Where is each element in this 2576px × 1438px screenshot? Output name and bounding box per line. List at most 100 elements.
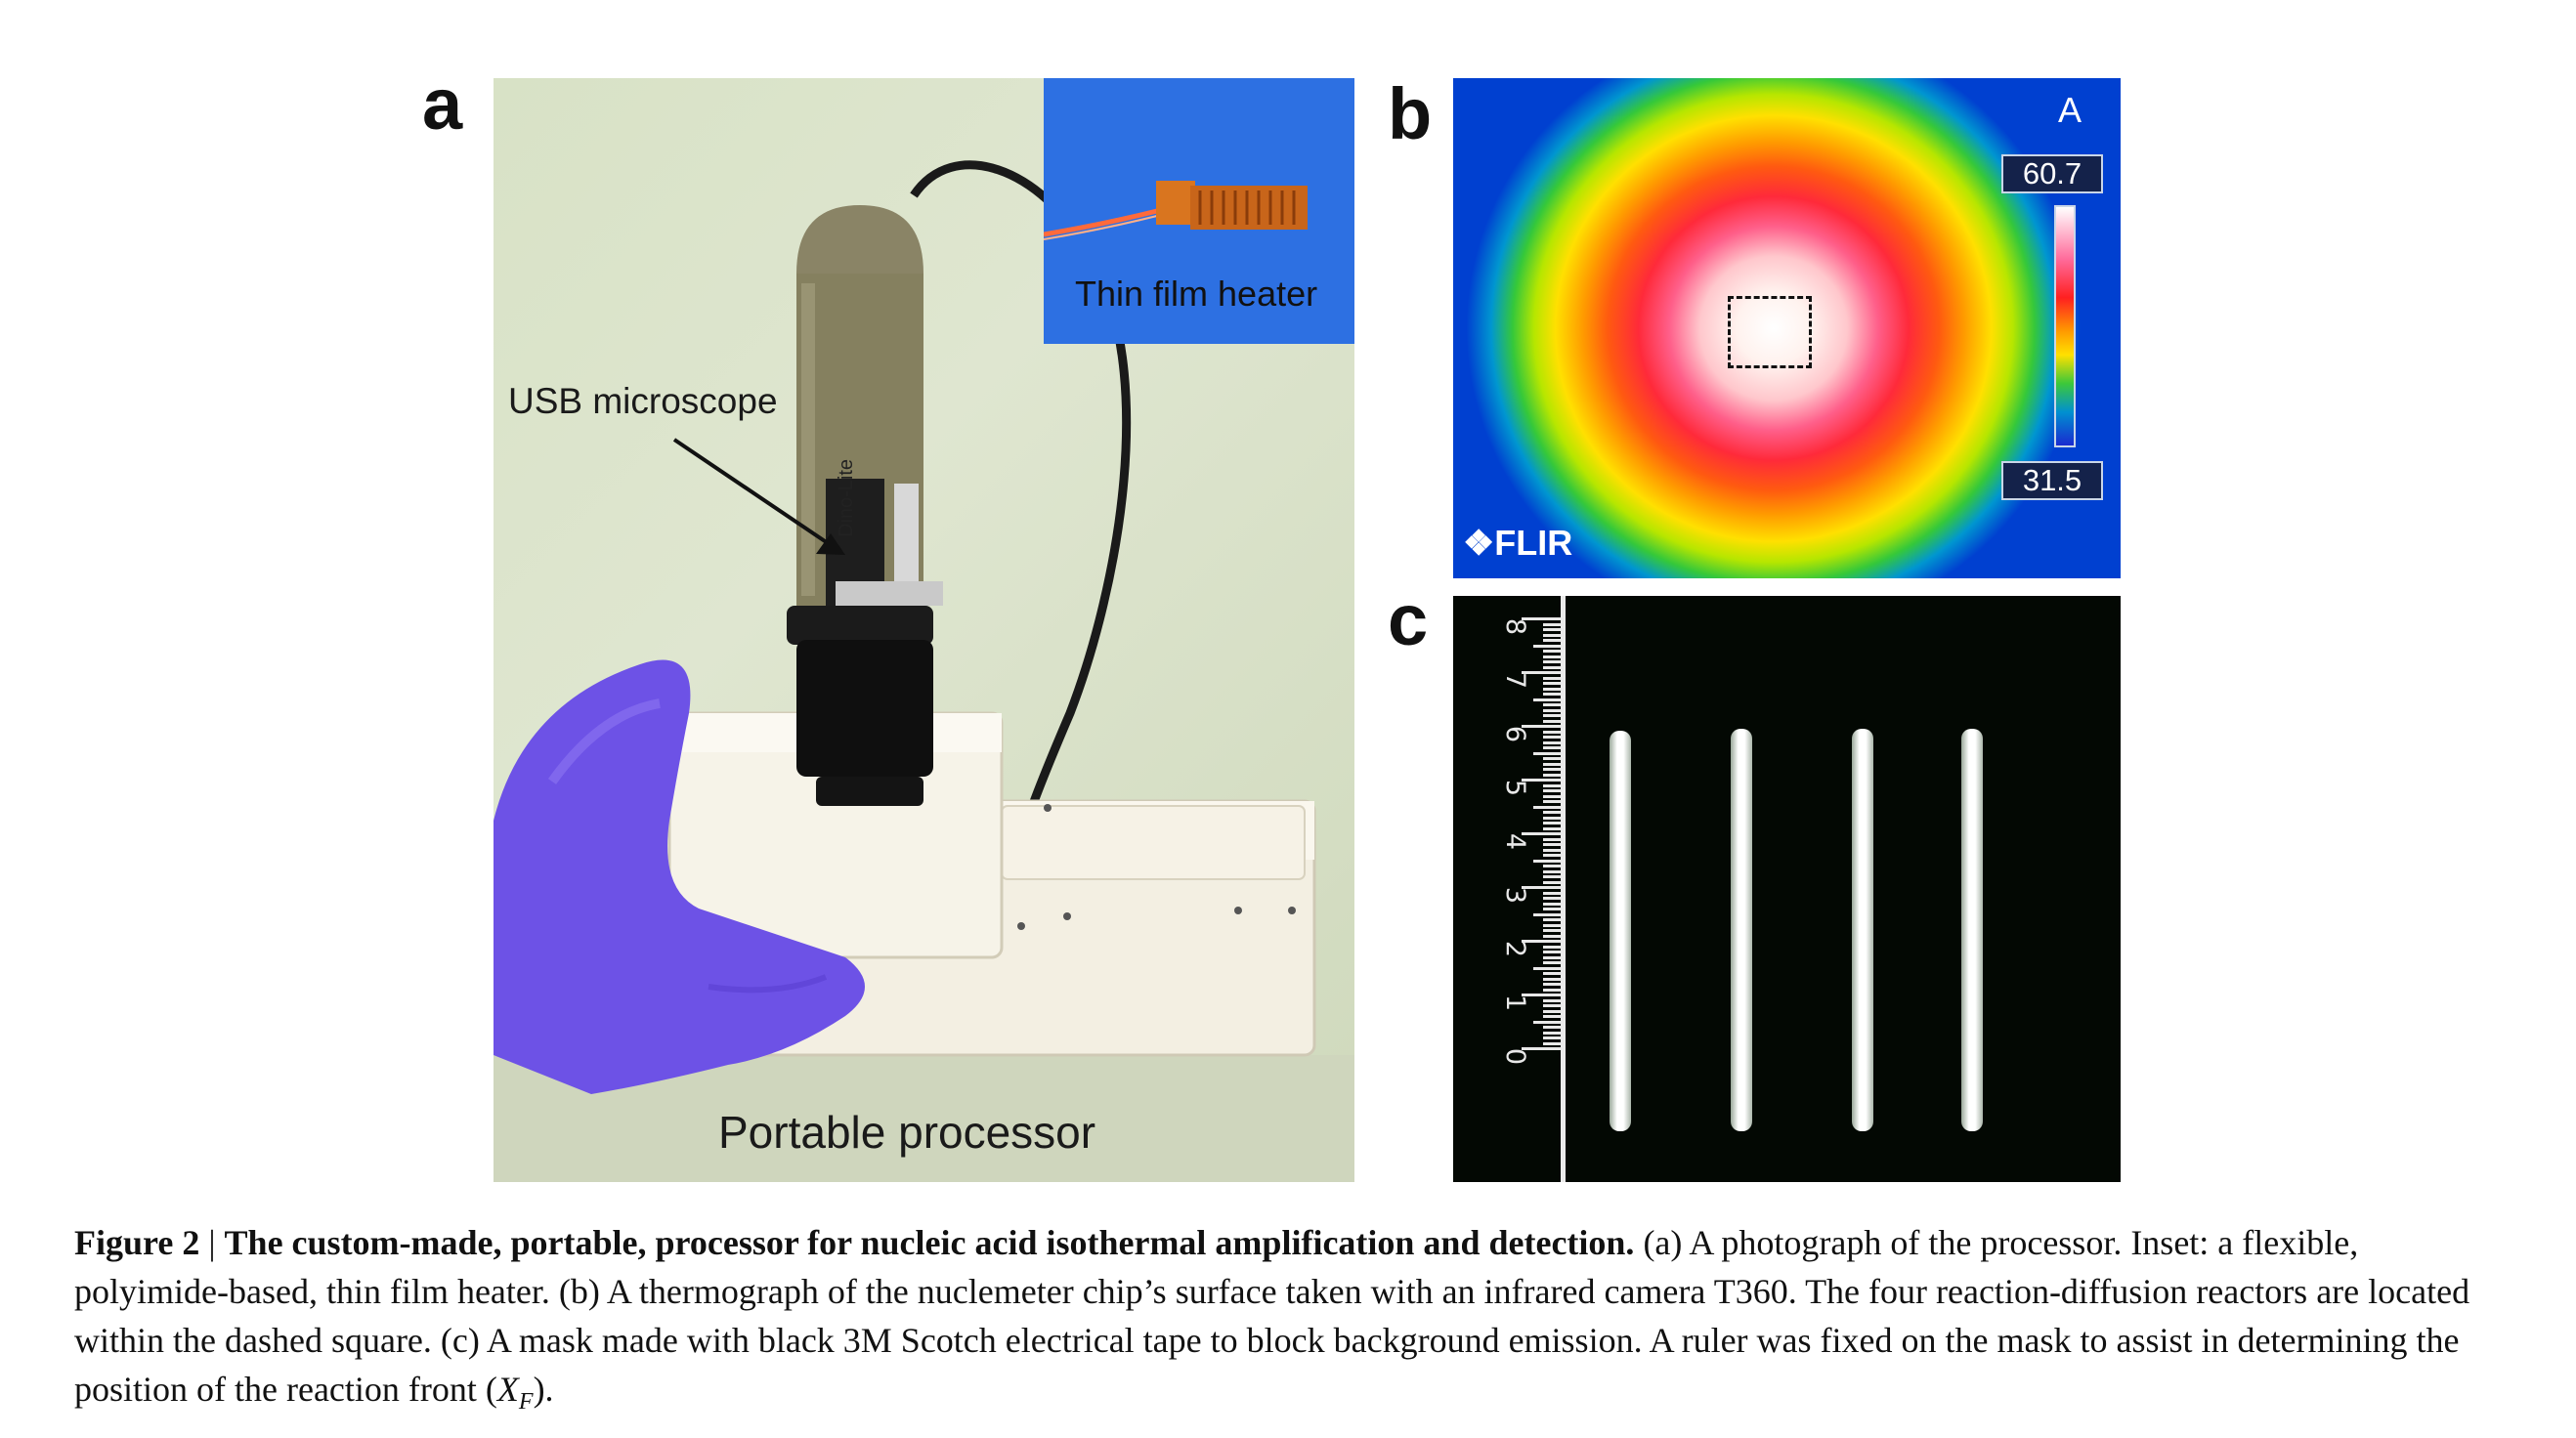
ruler-tick [1543,1015,1561,1018]
ruler-number: 6 [1500,725,1531,743]
panel-b-letter: b [1388,73,1433,154]
ruler-tick [1543,736,1561,739]
ruler-tick [1543,628,1561,631]
ruler-tick [1543,1009,1561,1013]
ruler-tick [1543,869,1561,873]
ruler-tick [1543,934,1561,938]
temp-max-value: 60.7 [2001,154,2103,193]
ruler-number: 3 [1500,886,1531,905]
inset-label: Thin film heater [1075,274,1318,314]
ruler-tick [1543,676,1561,680]
ruler-tick [1543,988,1561,992]
ruler-tick [1543,1041,1561,1045]
ruler-tick [1543,703,1561,706]
ruler-tick [1533,859,1561,863]
ruler-tick [1543,1031,1561,1035]
usb-microscope [787,205,943,806]
ruler-tick [1533,698,1561,701]
ruler-tick [1543,719,1561,723]
caption-end: ). [533,1370,554,1409]
ruler-tick [1533,644,1561,648]
ruler-tick [1522,779,1561,782]
ruler-tick [1543,816,1561,820]
ruler-tick [1543,693,1561,696]
ruler-tick [1543,854,1561,857]
ruler-tick [1543,848,1561,852]
temp-min-value: 31.5 [2001,461,2103,500]
xf-subscript: F [518,1389,534,1416]
ruler-tick [1543,783,1561,787]
dashed-square [1728,296,1812,368]
figure-caption: Figure 2 | The custom-made, portable, pr… [74,1218,2502,1426]
heater-inset: Thin film heater [1044,78,1354,344]
ruler-tick [1533,912,1561,916]
ruler-tick [1543,977,1561,981]
ruler-tick [1543,897,1561,900]
ruler-tick [1543,660,1561,663]
ruler-tick [1543,757,1561,760]
caption-separator: | [199,1223,225,1262]
mode-label: A [2057,90,2082,130]
ruler-tick [1522,1047,1561,1050]
ruler-tick [1543,811,1561,814]
ruler-tick [1533,1020,1561,1024]
ruler-tick [1522,886,1561,889]
ruler-tick [1522,671,1561,674]
ruler-number: 4 [1500,832,1531,851]
heater-image [1044,78,1354,344]
ruler-tick [1543,961,1561,964]
ruler-tick [1543,773,1561,777]
ruler-tick [1522,832,1561,835]
figure-label: Figure 2 [74,1223,200,1262]
ruler-tick [1543,800,1561,803]
caption-title: The custom-made, portable, processor for… [224,1223,1635,1262]
ruler-tick [1543,923,1561,927]
ruler-tick [1543,665,1561,669]
ruler-tick [1533,966,1561,970]
ruler-tick [1543,1004,1561,1007]
ruler-tick [1522,725,1561,728]
flir-logo-icon: ❖ [1463,523,1495,563]
ruler-tick [1543,708,1561,712]
ruler-tick [1543,972,1561,975]
ruler-number: 5 [1500,779,1531,797]
temperature-scale-bar [2054,205,2076,447]
ruler-tick [1543,880,1561,884]
ruler-line [1561,596,1566,1182]
ruler-tick [1522,994,1561,996]
ruler-tick [1543,955,1561,959]
flir-logo: ❖FLIR [1463,523,1572,564]
ruler-tick [1543,633,1561,637]
ruler-tick [1543,951,1561,953]
ruler-tick [1543,639,1561,642]
brand-text: Dino-Lite [836,458,857,537]
ruler-tick [1533,751,1561,755]
ruler-tick [1543,822,1561,825]
ruler-tick [1543,918,1561,921]
ruler-tick [1543,875,1561,878]
ruler-tick [1543,622,1561,626]
ruler-number: 8 [1500,617,1531,636]
ruler-tick [1543,826,1561,830]
ruler-number: 7 [1500,671,1531,690]
ruler-tick [1543,682,1561,685]
ruler-tick [1543,945,1561,949]
ruler-tick [1543,768,1561,771]
ruler-tick [1543,746,1561,749]
ruler-tick [1543,1026,1561,1029]
ruler-tick [1543,730,1561,734]
ruler-tick [1543,902,1561,906]
ruler-tick [1543,1036,1561,1039]
reactor-1 [1610,731,1631,1131]
ruler-tick [1543,687,1561,691]
xf-symbol: X [496,1370,519,1409]
ruler-tick [1543,865,1561,867]
ruler-tick [1543,908,1561,910]
purple-glove [494,659,865,1094]
microscope-label: USB microscope [508,381,778,421]
ruler-tick [1533,805,1561,809]
ruler-number: 1 [1500,994,1531,1012]
processor-label: Portable processor [718,1107,1096,1158]
caption-text: (a) A photograph of the processor. Inset… [74,1223,2470,1409]
ruler-tick [1543,983,1561,986]
